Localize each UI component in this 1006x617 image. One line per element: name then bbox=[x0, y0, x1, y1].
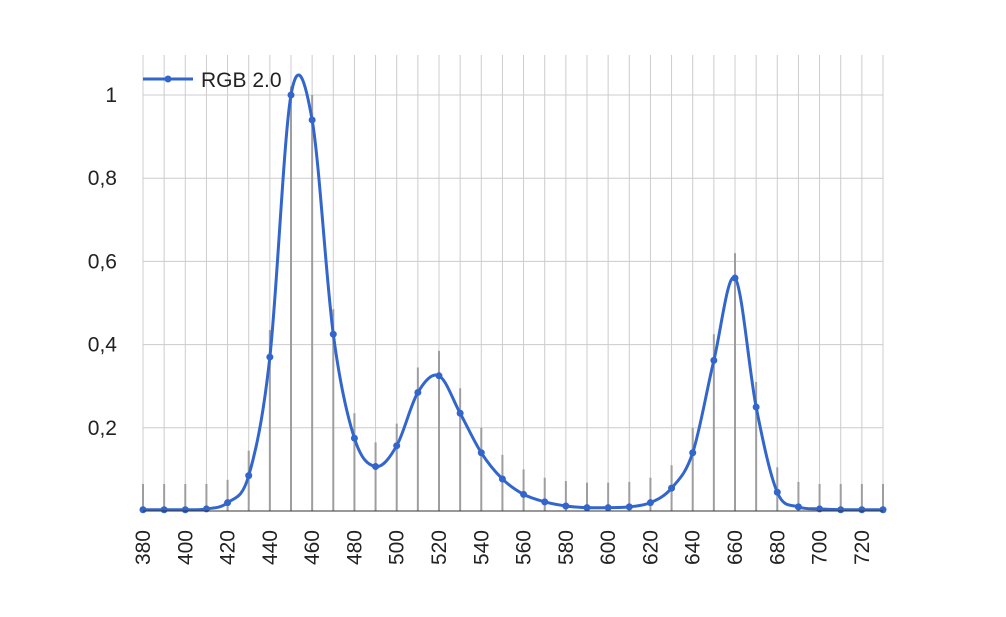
data-point bbox=[266, 353, 274, 361]
x-tick-label: 540 bbox=[470, 530, 493, 565]
data-point bbox=[139, 506, 147, 514]
data-point bbox=[731, 274, 739, 282]
data-point bbox=[350, 434, 358, 442]
data-point bbox=[668, 484, 676, 492]
data-point bbox=[794, 503, 802, 511]
x-tick-label: 600 bbox=[597, 530, 620, 565]
data-point bbox=[646, 499, 654, 507]
data-point bbox=[160, 506, 168, 514]
data-point bbox=[541, 498, 549, 506]
series-layer bbox=[139, 73, 887, 514]
data-point bbox=[245, 472, 253, 480]
data-point bbox=[308, 116, 316, 124]
data-point bbox=[372, 462, 380, 470]
grid bbox=[142, 55, 884, 511]
x-tick-label: 620 bbox=[639, 530, 662, 565]
data-point bbox=[583, 504, 591, 512]
data-point bbox=[752, 403, 760, 411]
series-line-rgb bbox=[142, 73, 883, 512]
x-tick-label: 520 bbox=[428, 530, 451, 565]
x-tick-label: 500 bbox=[386, 530, 409, 565]
data-point bbox=[477, 449, 485, 457]
y-tick-label: 1 bbox=[105, 84, 117, 107]
data-point bbox=[710, 356, 718, 364]
y-tick-label: 0,4 bbox=[88, 334, 118, 357]
x-tick-label: 640 bbox=[682, 530, 705, 565]
x-tick-label: 580 bbox=[555, 530, 578, 565]
y-tick-label: 0,2 bbox=[88, 417, 117, 440]
legend-marker-icon bbox=[164, 75, 172, 83]
data-point bbox=[393, 442, 401, 450]
legend: RGB 2.0 bbox=[143, 69, 282, 92]
data-point bbox=[562, 502, 570, 510]
data-point bbox=[858, 506, 866, 514]
x-tick-label: 560 bbox=[513, 530, 536, 565]
data-point bbox=[498, 475, 506, 483]
data-point bbox=[329, 330, 337, 338]
axes: 0,2 0,4 0,6 0,8 1 380 400 420 440 460 480 500 520 540… bbox=[88, 84, 883, 565]
data-point bbox=[520, 490, 528, 498]
x-tick-label: 440 bbox=[259, 530, 282, 565]
data-point bbox=[456, 409, 464, 417]
data-point bbox=[837, 506, 845, 514]
y-tick-label: 0,6 bbox=[88, 250, 117, 273]
x-tick-label: 680 bbox=[766, 530, 789, 565]
data-point bbox=[287, 91, 295, 99]
data-point bbox=[689, 449, 697, 457]
data-point bbox=[773, 488, 781, 496]
legend-label: RGB 2.0 bbox=[201, 69, 282, 92]
data-point bbox=[604, 504, 612, 512]
y-tick-label: 0,8 bbox=[88, 167, 117, 190]
data-point bbox=[414, 388, 422, 396]
x-tick-label: 420 bbox=[217, 530, 240, 565]
data-point bbox=[181, 506, 189, 514]
data-point bbox=[879, 506, 887, 514]
x-tick-label: 460 bbox=[301, 530, 324, 565]
data-point bbox=[435, 372, 443, 380]
x-tick-label: 720 bbox=[851, 530, 874, 565]
data-point bbox=[625, 503, 633, 511]
x-tick-label: 400 bbox=[174, 530, 197, 565]
x-tick-label: 380 bbox=[132, 530, 155, 565]
data-point bbox=[224, 499, 232, 507]
x-tick-label: 700 bbox=[809, 530, 832, 565]
x-tick-label: 660 bbox=[724, 530, 747, 565]
gray-bars bbox=[142, 86, 884, 511]
x-tick-label: 480 bbox=[343, 530, 366, 565]
